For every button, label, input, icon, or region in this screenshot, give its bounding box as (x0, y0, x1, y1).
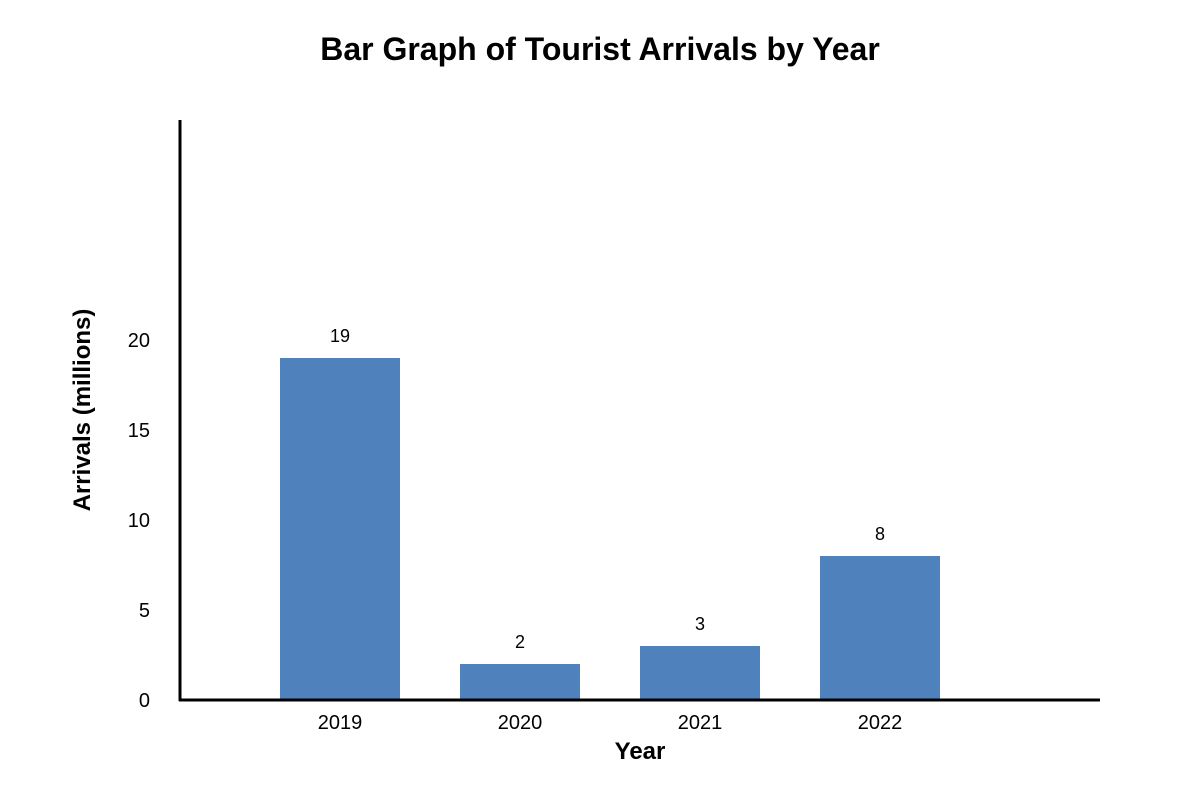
data-label-2021: 3 (695, 614, 705, 634)
x-axis-ticks: 2019 2020 2021 2022 (318, 712, 903, 734)
y-tick-label: 10 (128, 510, 150, 532)
x-tick-label: 2022 (858, 712, 903, 734)
x-axis-title: Year (615, 738, 666, 765)
x-tick-label: 2019 (318, 712, 363, 734)
y-tick-label: 0 (139, 690, 150, 712)
bars (280, 358, 940, 700)
x-tick-label: 2021 (678, 712, 723, 734)
x-tick-label: 2020 (498, 712, 543, 734)
data-label-2022: 8 (875, 524, 885, 544)
data-label-2020: 2 (515, 632, 525, 652)
y-tick-label: 15 (128, 420, 150, 442)
bar-2019 (280, 358, 400, 700)
data-labels: 19 2 3 8 (330, 326, 885, 652)
bar-2020 (460, 664, 580, 700)
y-axis-title: Arrivals (millions) (69, 309, 96, 512)
bar-2022 (820, 556, 940, 700)
data-label-2019: 19 (330, 326, 350, 346)
chart-title: Bar Graph of Tourist Arrivals by Year (320, 31, 880, 67)
y-axis-ticks: 0 5 10 15 20 (128, 330, 150, 712)
y-tick-label: 20 (128, 330, 150, 352)
bar-2021 (640, 646, 760, 700)
y-tick-label: 5 (139, 600, 150, 622)
